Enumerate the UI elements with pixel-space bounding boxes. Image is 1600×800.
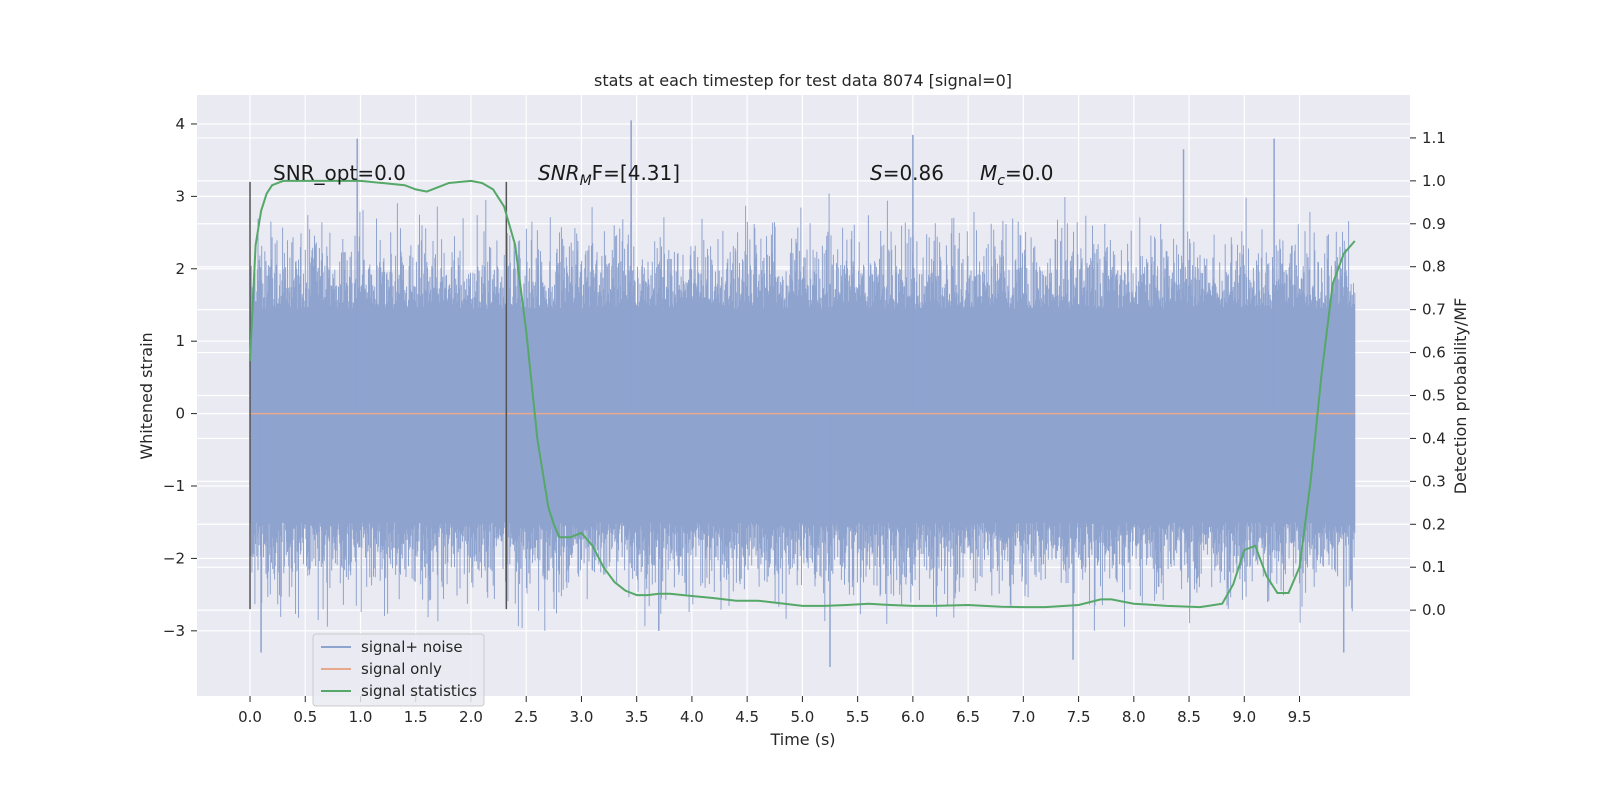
x-tick-label: 2.0 (459, 708, 483, 726)
y2-tick-label: 0.4 (1422, 429, 1446, 447)
x-axis-ticks: 0.0 0.5 1.0 1.5 2.0 2.5 3.0 3.5 4.0 4.5 5.0 5.5 6.0 6… (238, 696, 1311, 726)
x-tick-label: 4.0 (680, 708, 704, 726)
legend-label-signal-only: signal only (361, 660, 442, 678)
y2-tick-label: 0.8 (1422, 258, 1446, 276)
y2-tick-label: 0.7 (1422, 301, 1446, 319)
x-tick-label: 8.0 (1122, 708, 1146, 726)
annotation-mc-value: =0.0 (1005, 161, 1054, 185)
annotation-snr-mf-rest: F=[4.31] (592, 161, 680, 185)
y-axis-label: Whitened strain (137, 332, 156, 459)
y2-tick-label: 1.0 (1422, 172, 1446, 190)
y-tick-label: 0 (175, 405, 185, 423)
y2-tick-label: 0.0 (1422, 601, 1446, 619)
y2-tick-label: 0.3 (1422, 472, 1446, 490)
legend-label-signal-noise: signal+ noise (361, 638, 463, 656)
x-tick-label: 5.0 (790, 708, 814, 726)
series-signal-statistics (249, 179, 1356, 609)
legend-box (312, 633, 485, 707)
chart-title: stats at each timestep for test data 807… (594, 71, 1012, 90)
y2-tick-label: 0.6 (1422, 344, 1446, 362)
y2-axis-ticks: 1.1 1.0 0.9 0.8 0.7 0.6 0.5 0.4 0.3 0.2 0.1 0.0 (1410, 129, 1446, 619)
series-signal-plus-noise (249, 120, 1356, 668)
x-tick-label: 3.5 (625, 708, 649, 726)
y2-tick-label: 0.1 (1422, 558, 1446, 576)
annotation-s: S=0.86 (870, 161, 944, 185)
y-tick-label: 4 (175, 115, 185, 133)
x-tick-label: 0.5 (293, 708, 317, 726)
x-tick-label: 3.0 (570, 708, 594, 726)
x-axis-label: Time (s) (769, 730, 835, 749)
annotation-snr-mf-base: SNR (538, 161, 580, 185)
x-tick-label: 7.0 (1011, 708, 1035, 726)
y-tick-label: −2 (163, 549, 185, 567)
y-tick-label: 2 (175, 260, 185, 278)
x-tick-label: 7.5 (1067, 708, 1091, 726)
annotation-s-var: S (870, 161, 883, 185)
annotation-snr-mf-sub: M (580, 173, 592, 189)
x-tick-label: 8.5 (1177, 708, 1201, 726)
annotation-s-value: =0.86 (883, 161, 944, 185)
vertical-markers (249, 181, 508, 610)
legend-label-signal-statistics: signal statistics (361, 682, 477, 700)
y-tick-label: 1 (175, 332, 185, 350)
annotation-mc-sub: c (997, 173, 1005, 189)
annotation-mc-var: M (980, 161, 997, 185)
y-axis-ticks: 4 3 2 1 0 −1 −2 −3 (163, 115, 197, 640)
y2-axis-label: Detection probability/MF (1451, 298, 1470, 495)
x-tick-label: 1.0 (349, 708, 373, 726)
x-tick-label: 0.0 (238, 708, 262, 726)
y-tick-label: −1 (163, 477, 185, 495)
y2-tick-label: 0.9 (1422, 215, 1446, 233)
y2-tick-label: 0.5 (1422, 387, 1446, 405)
legend: signal+ noise signal only signal statist… (312, 633, 485, 707)
x-tick-label: 6.0 (901, 708, 925, 726)
annotation-snr-opt: SNR_opt=0.0 (273, 161, 406, 185)
y2-tick-label: 0.2 (1422, 515, 1446, 533)
x-tick-label: 2.5 (514, 708, 538, 726)
x-tick-label: 5.5 (846, 708, 870, 726)
x-tick-label: 1.5 (404, 708, 428, 726)
x-tick-label: 6.5 (956, 708, 980, 726)
y2-tick-label: 1.1 (1422, 129, 1446, 147)
annotation-mc: Mc=0.0 (980, 161, 1054, 189)
y-tick-label: 3 (175, 187, 185, 205)
x-tick-label: 4.5 (735, 708, 759, 726)
y-tick-label: −3 (163, 622, 185, 640)
x-tick-label: 9.0 (1232, 708, 1256, 726)
annotation-snr-mf: SNRMF=[4.31] (538, 161, 680, 189)
x-tick-label: 9.5 (1288, 708, 1312, 726)
